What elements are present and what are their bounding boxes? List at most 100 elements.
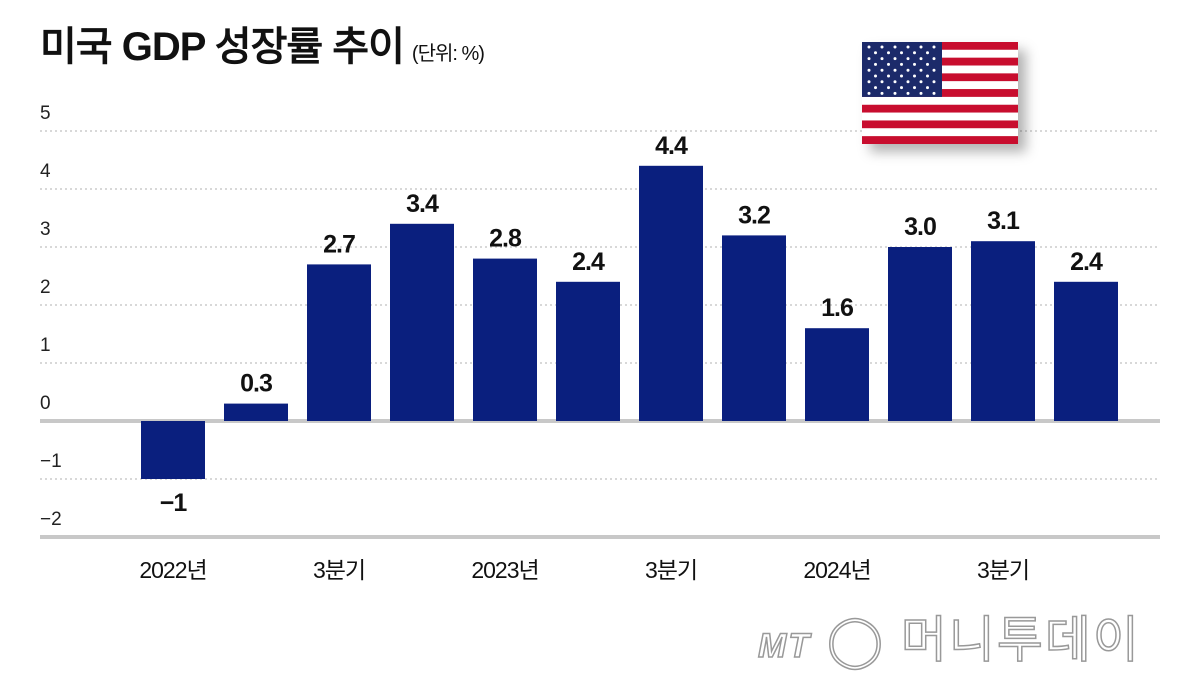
bar <box>805 328 869 421</box>
flag-star <box>893 91 897 95</box>
flag-stripe <box>862 136 1018 144</box>
flag-star <box>887 86 890 90</box>
flag-star <box>932 68 936 72</box>
flag-star <box>906 57 910 61</box>
flag-star <box>906 68 910 72</box>
y-tick-label: 5 <box>40 103 51 124</box>
flag-star <box>867 91 871 95</box>
flag-star <box>919 57 923 61</box>
flag-star <box>926 74 929 78</box>
bar <box>473 258 537 421</box>
bar <box>639 165 703 421</box>
data-label: 0.3 <box>240 370 272 398</box>
flag-star <box>906 91 910 95</box>
flag-star <box>880 68 884 72</box>
flag-star <box>880 57 884 61</box>
flag-star <box>880 80 884 84</box>
flag-star <box>874 74 877 78</box>
bar <box>390 223 454 421</box>
flag-star <box>880 45 884 49</box>
chart-title: 미국 GDP 성장률 추이 (단위: %) <box>40 14 485 72</box>
x-tick-label: 2022년 <box>139 557 206 583</box>
x-tick-label: 3분기 <box>645 557 697 583</box>
flag-star <box>893 80 897 84</box>
flag-star <box>867 45 871 49</box>
flag-star <box>919 45 923 49</box>
us-flag-icon <box>862 42 1018 144</box>
flag-star <box>900 62 903 66</box>
flag-star <box>932 57 936 61</box>
bar <box>722 235 786 421</box>
flag-stripe <box>862 120 1018 129</box>
flag-star <box>893 68 897 72</box>
flag-star <box>867 57 871 61</box>
bar <box>224 403 288 421</box>
x-tick-label: 2023년 <box>471 557 538 583</box>
flag-star <box>874 86 877 90</box>
data-label: 2.4 <box>1070 248 1103 276</box>
unit-label: (단위: %) <box>411 43 485 65</box>
data-label: 2.8 <box>489 225 522 253</box>
bar <box>1054 281 1118 421</box>
x-tick-label: 3분기 <box>977 557 1029 583</box>
flag-stripe <box>862 112 1018 121</box>
title-text: 미국 GDP 성장률 추이 <box>40 25 405 69</box>
flag-star <box>867 68 871 72</box>
flag-star <box>926 86 929 90</box>
flag-star <box>906 80 910 84</box>
data-label: 3.1 <box>987 207 1020 235</box>
flag-stripe <box>862 128 1018 137</box>
flag-star <box>887 62 890 66</box>
bar <box>307 264 371 421</box>
flag-star <box>932 80 936 84</box>
flag-star <box>913 74 916 78</box>
flag-star <box>900 51 903 55</box>
flag-star <box>900 86 903 90</box>
y-tick-label: 4 <box>40 161 51 182</box>
data-label: 3.0 <box>904 213 936 241</box>
flag-star <box>932 91 936 95</box>
flag-star <box>919 68 923 72</box>
flag-star <box>874 51 877 55</box>
flag-star <box>919 80 923 84</box>
flag-star <box>913 62 916 66</box>
data-label: −1 <box>160 489 188 517</box>
y-tick-label: 0 <box>40 393 51 414</box>
flag-star <box>913 51 916 55</box>
flag-star <box>887 74 890 78</box>
flag-star <box>913 86 916 90</box>
flag-star <box>880 91 884 95</box>
data-label: 3.2 <box>738 201 770 229</box>
y-tick-label: 3 <box>40 219 51 240</box>
flag-star <box>893 57 897 61</box>
bar <box>888 247 952 421</box>
y-tick-label: 2 <box>40 277 51 298</box>
x-tick-label: 3분기 <box>313 557 365 583</box>
data-label: 4.4 <box>655 132 688 160</box>
flag-star <box>906 45 910 49</box>
flag-star <box>926 51 929 55</box>
data-label: 3.4 <box>406 190 439 218</box>
flag-star <box>887 51 890 55</box>
flag-star <box>919 91 923 95</box>
y-tick-label: −2 <box>40 509 62 530</box>
flag-star <box>926 62 929 66</box>
y-tick-label: 1 <box>40 335 51 356</box>
data-label: 2.7 <box>323 230 355 258</box>
watermark-logo: MT ◯ 머니투데이 <box>757 611 1141 669</box>
flag-stripe <box>862 96 1018 105</box>
flag-stripe <box>862 104 1018 113</box>
flag-star <box>874 62 877 66</box>
flag-star <box>932 45 936 49</box>
bar <box>556 281 620 421</box>
flag-star <box>893 45 897 49</box>
flag-star <box>900 74 903 78</box>
bar <box>971 241 1035 421</box>
x-tick-label: 2024년 <box>803 557 870 583</box>
y-tick-label: −1 <box>40 451 62 472</box>
data-label: 2.4 <box>572 248 605 276</box>
data-label: 1.6 <box>821 294 853 322</box>
bar <box>141 421 205 479</box>
flag-star <box>867 80 871 84</box>
